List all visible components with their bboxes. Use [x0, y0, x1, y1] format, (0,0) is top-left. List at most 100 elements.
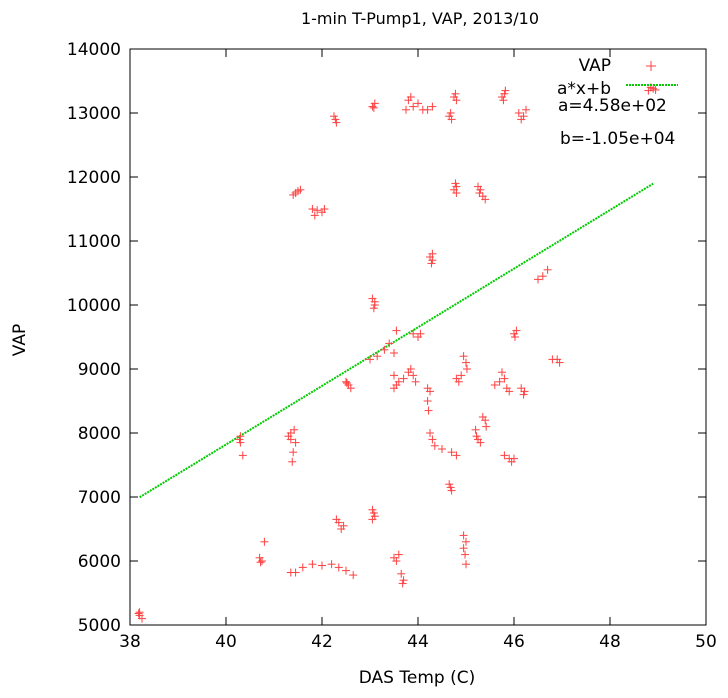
data-point: [368, 505, 377, 514]
data-point: [501, 86, 510, 95]
data-point: [346, 384, 355, 393]
data-point: [452, 189, 461, 197]
data-point: [373, 352, 382, 361]
data-point: [461, 550, 470, 559]
data-point: [390, 349, 398, 357]
data-point: [510, 333, 519, 341]
chart-title: 1-min T-Pump1, VAP, 2013/10: [301, 9, 539, 28]
data-point: [370, 297, 379, 306]
y-tick-label: 11000: [67, 232, 121, 252]
data-point: [462, 358, 470, 367]
data-point: [380, 345, 389, 354]
data-point: [507, 457, 516, 466]
data-point: [426, 387, 434, 396]
x-tick-label: 44: [407, 632, 429, 652]
legend-label-fit: a*x+b: [557, 79, 611, 99]
data-point: [462, 537, 470, 546]
data-point: [318, 561, 326, 570]
data-point: [538, 272, 547, 281]
data-point: [471, 425, 480, 434]
data-point: [459, 544, 468, 553]
data-point: [651, 85, 660, 94]
data-point: [424, 406, 433, 415]
data-point: [402, 105, 410, 114]
data-point: [495, 377, 504, 386]
data-point: [399, 374, 408, 383]
x-tick-label: 48: [599, 632, 621, 652]
data-point: [331, 115, 340, 124]
data-point: [342, 566, 350, 575]
x-tick-label: 46: [503, 632, 525, 652]
data-point: [308, 560, 317, 569]
data-point: [423, 105, 432, 114]
legend-marker-vap: [646, 61, 656, 71]
data-point: [327, 560, 336, 569]
data-point: [235, 435, 244, 444]
data-point: [462, 560, 470, 569]
data-point: [394, 550, 403, 559]
data-point: [349, 571, 358, 580]
data-point: [517, 115, 526, 124]
data-point: [310, 211, 319, 220]
data-point: [428, 435, 437, 444]
data-point: [447, 448, 456, 457]
data-point: [258, 557, 266, 565]
annotation-a: a=4.58e+02: [558, 96, 667, 116]
scatter-points: [134, 83, 660, 623]
x-axis: 38 40 42 44 46 48 50: [119, 49, 717, 652]
data-point: [519, 390, 528, 399]
data-point: [409, 329, 418, 338]
data-point: [404, 368, 413, 377]
data-point: [475, 189, 484, 197]
data-point: [452, 451, 461, 460]
data-point: [512, 326, 521, 335]
data-point: [390, 371, 398, 380]
x-tick-label: 42: [311, 632, 333, 652]
data-point: [342, 379, 351, 388]
data-point: [446, 483, 455, 492]
y-axis-label: VAP: [10, 324, 30, 356]
data-point: [476, 438, 485, 447]
data-point: [369, 103, 378, 112]
y-tick-label: 14000: [67, 40, 121, 60]
data-point: [236, 438, 245, 447]
data-point: [368, 515, 377, 524]
data-point: [397, 569, 406, 578]
data-point: [334, 563, 343, 572]
y-tick-label: 12000: [67, 168, 121, 188]
data-point: [445, 480, 454, 489]
data-point: [423, 397, 432, 405]
x-tick-label: 38: [119, 632, 141, 652]
data-point: [482, 422, 491, 431]
data-point: [409, 371, 418, 380]
fit-line-layer: [139, 182, 654, 499]
data-point: [416, 329, 425, 338]
data-point: [517, 384, 526, 393]
y-axis: 5000 6000 7000 8000 9000 10000 11000 12000 13000…: [67, 40, 706, 636]
data-point: [555, 358, 564, 367]
data-point: [366, 355, 374, 364]
data-point: [498, 368, 506, 377]
data-point: [406, 93, 415, 101]
data-point: [296, 185, 305, 194]
y-tick-label: 10000: [67, 296, 121, 316]
data-point: [298, 563, 307, 572]
data-point: [505, 387, 514, 396]
data-point: [520, 387, 529, 396]
data-point: [500, 374, 509, 383]
data-point: [370, 99, 379, 108]
data-point: [457, 371, 466, 380]
x-tick-label: 50: [695, 632, 717, 652]
data-point: [459, 352, 468, 361]
data-point: [414, 99, 422, 108]
legend-label-vap: VAP: [579, 56, 611, 76]
data-point: [385, 339, 394, 348]
data-point: [398, 579, 407, 588]
data-point: [451, 179, 460, 188]
y-tick-label: 7000: [78, 488, 121, 508]
data-point: [428, 249, 437, 258]
data-point: [291, 189, 300, 197]
data-point: [500, 451, 509, 460]
data-point: [522, 105, 530, 114]
